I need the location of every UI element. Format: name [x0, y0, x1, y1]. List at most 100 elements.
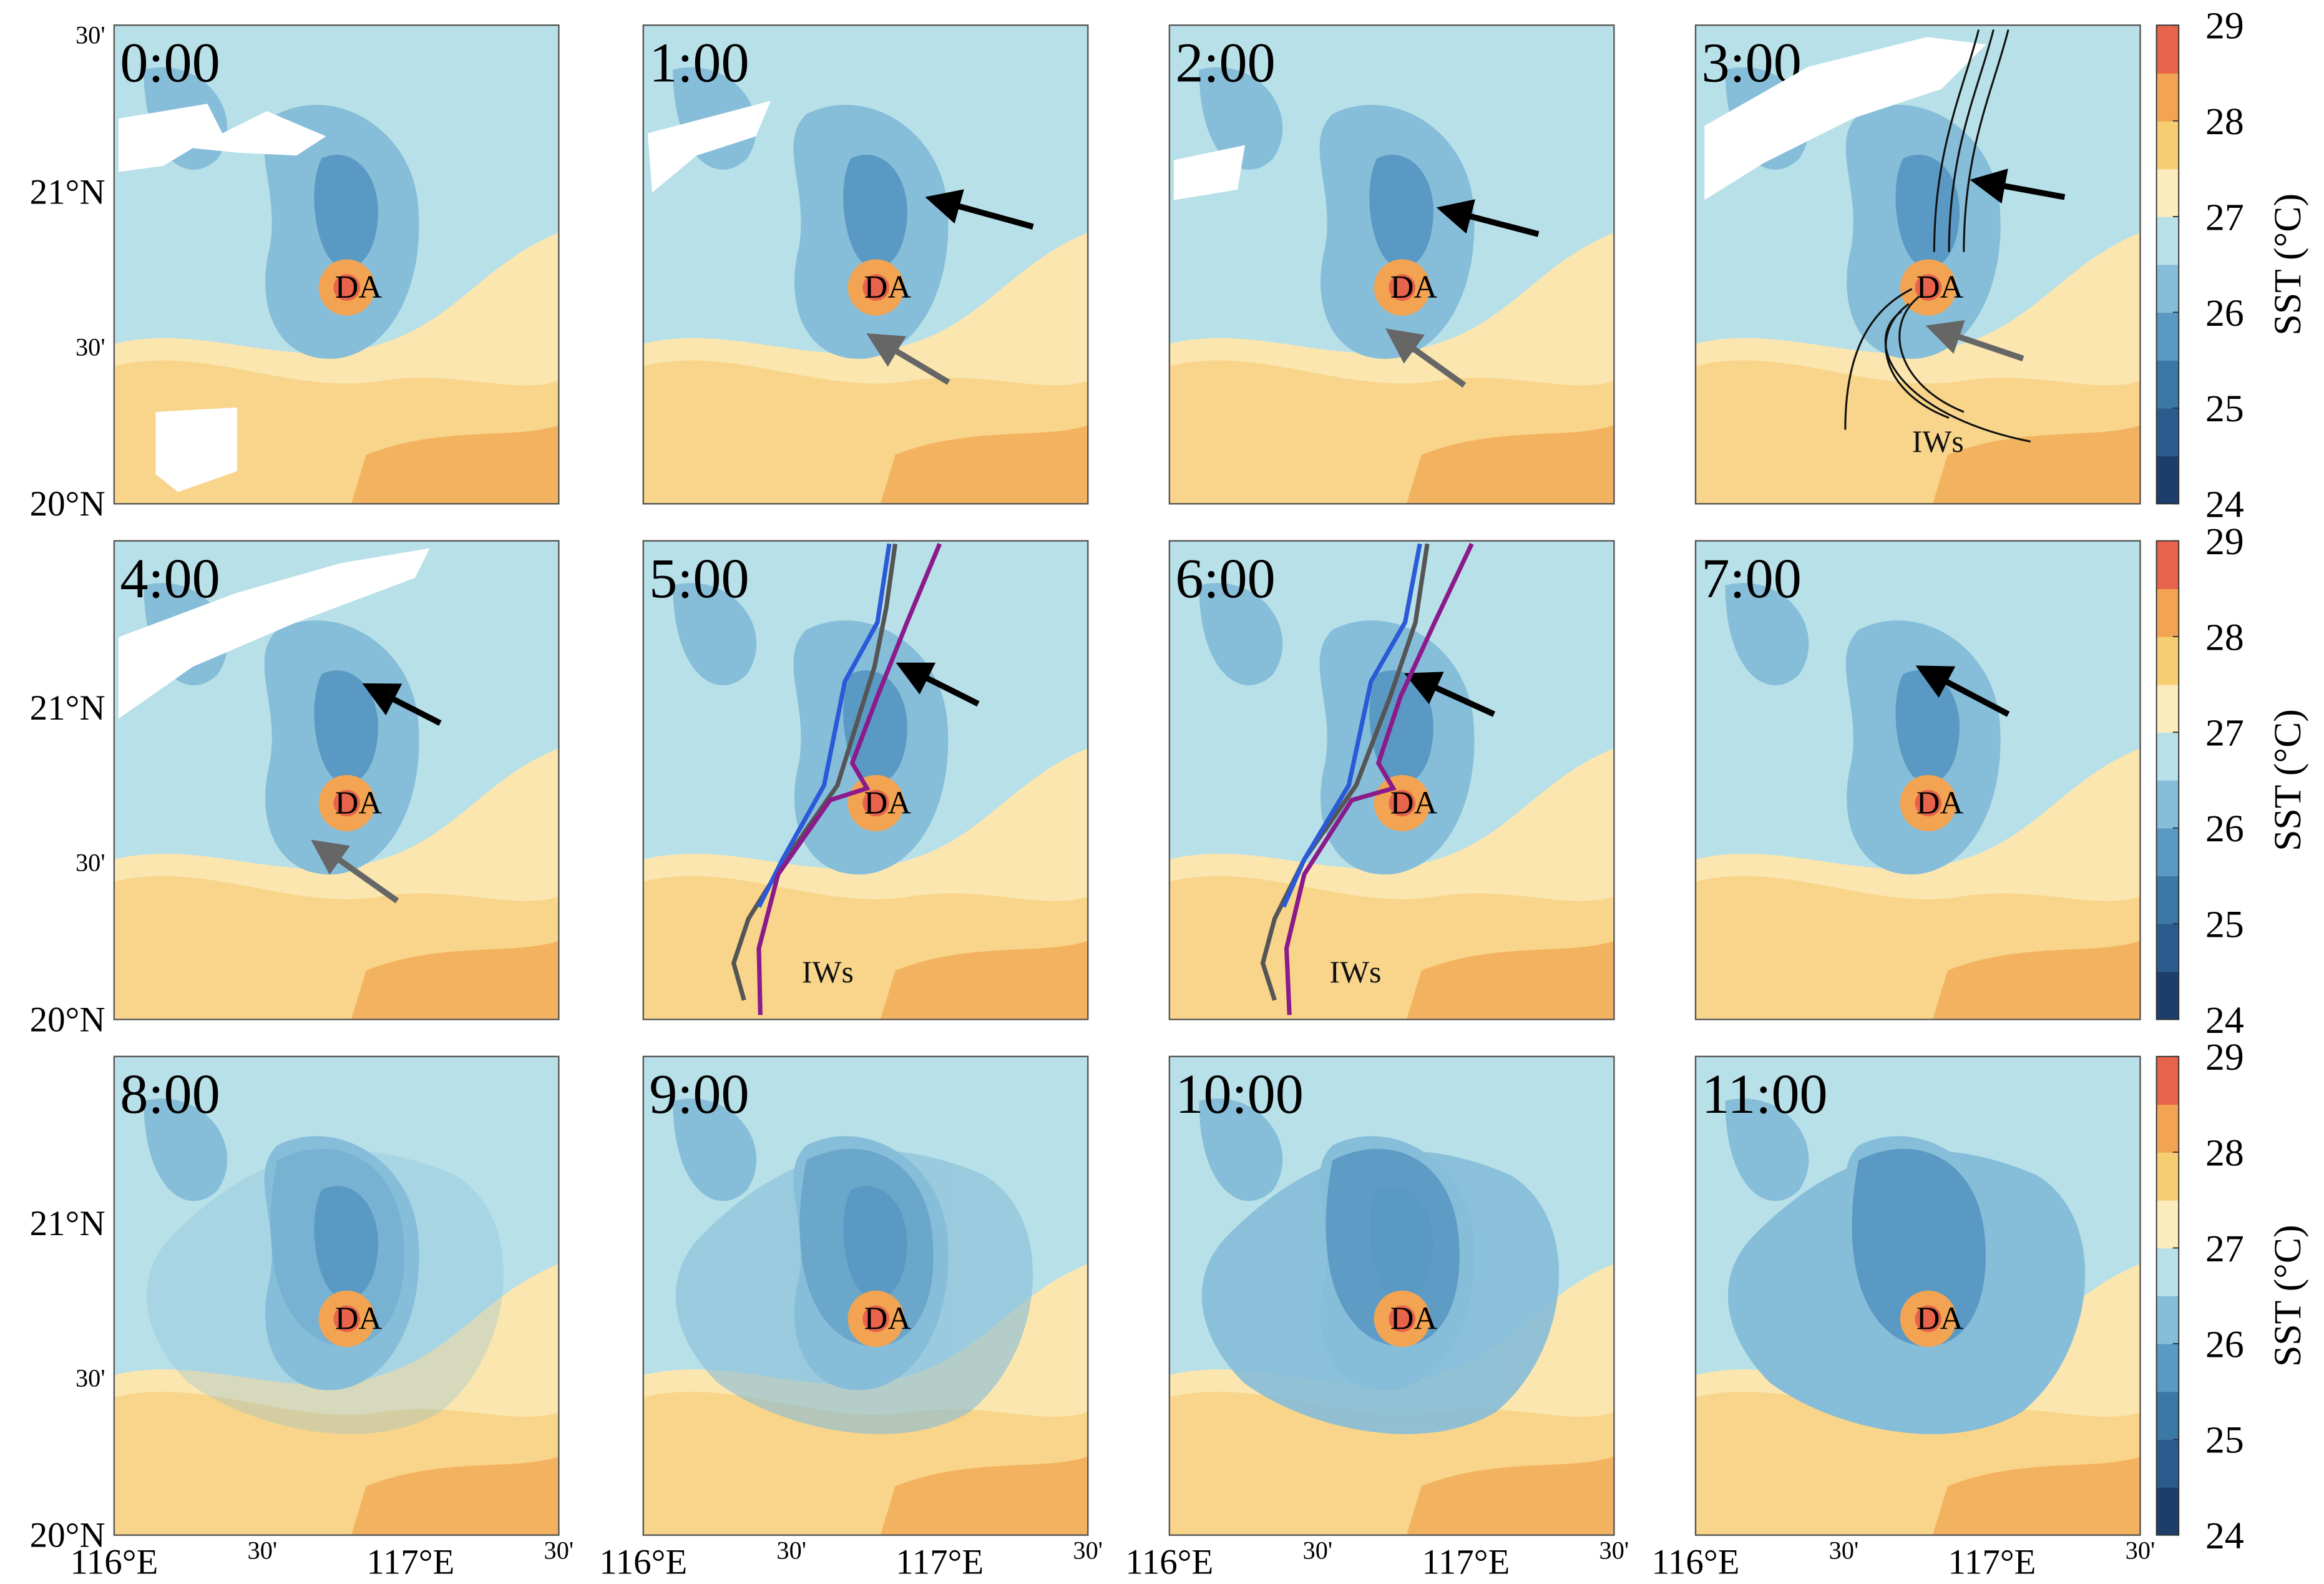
colorbar-band [2156, 540, 2179, 589]
arrow [1970, 169, 2066, 204]
panel-annotation: DA [864, 1301, 912, 1337]
colorbar-band [2156, 408, 2179, 457]
lon-label: 30' [1303, 1537, 1333, 1565]
panel-frame [1168, 1055, 1615, 1536]
colorbar: 24 25 26 27 28 29 SST (°C) [2156, 521, 2309, 1042]
cloud-gap [1174, 145, 1245, 200]
panel-frame [1694, 540, 2141, 1020]
colorbar-band [2156, 312, 2179, 361]
panel-annotation: DA [1916, 1301, 1964, 1337]
colorbar-band [2156, 120, 2179, 170]
map-panel: 9:00 DA [642, 1055, 1089, 1536]
colorbar-band [2156, 1296, 2179, 1344]
map-panel: 5:00 DA IWs [642, 540, 1089, 1020]
wave-front [1260, 543, 1430, 1001]
panel-frame [642, 540, 1089, 1020]
colorbar-band [2156, 456, 2179, 504]
colorbar-tick-label: 25 [2205, 903, 2244, 946]
panel-annotation: DA [335, 269, 383, 305]
colorbar-band [2156, 360, 2179, 409]
panel-annotation: DA [1916, 785, 1964, 821]
colorbar-band [2156, 589, 2179, 637]
lon-label: 116°E [1125, 1542, 1213, 1582]
colorbar-tick-label: 28 [2205, 1132, 2244, 1175]
colorbar-label: SST (°C) [2267, 709, 2309, 851]
panel-time: 6:00 [1175, 547, 1275, 610]
panel-frame [113, 24, 560, 505]
da-warm-core [1915, 790, 1942, 817]
colorbar-frame [2156, 1055, 2180, 1536]
arrow [311, 839, 399, 904]
colorbar-band [2156, 1056, 2179, 1105]
panel-annotation: IWs [1329, 955, 1381, 989]
da-warm-core [1915, 274, 1942, 301]
panel-frame [1168, 540, 1615, 1020]
arrow [1436, 199, 1540, 237]
colorbar-band [2156, 1248, 2179, 1296]
lon-label: 30' [544, 1537, 574, 1565]
panel-annotation: DA [1916, 269, 1964, 305]
arrow [362, 683, 442, 726]
colorbar-band [2156, 1104, 2179, 1153]
lon-label: 117°E [1422, 1542, 1510, 1582]
cloud-gap [119, 104, 326, 172]
colorbar-band [2156, 25, 2179, 74]
wave-front [1884, 310, 2031, 443]
map-panel: 11:00 DA [1694, 1055, 2141, 1536]
panel-frame [113, 1055, 560, 1536]
colorbar-band [2156, 828, 2179, 877]
panel-frame [1694, 1055, 2141, 1536]
colorbar-tick-label: 29 [2205, 521, 2244, 563]
map-panel: 7:00 DA [1694, 540, 2141, 1020]
cloud-gap [1704, 37, 1986, 200]
da-warm-core [1389, 790, 1416, 817]
panel-annotation: DA [864, 269, 912, 305]
annotations [119, 29, 2066, 1015]
panel-time: 0:00 [120, 32, 220, 94]
colorbar-band [2156, 73, 2179, 122]
panel-frame [642, 24, 1089, 505]
map-panel: 8:00 DA [113, 1055, 560, 1536]
colorbar-label: SST (°C) [2267, 193, 2309, 336]
colorbar-band [2156, 217, 2179, 265]
lon-label: 117°E [1948, 1542, 2036, 1582]
panel-time: 5:00 [649, 547, 749, 610]
cloud-gap [647, 100, 771, 193]
wave-front [1933, 29, 1980, 252]
colorbar-tick-label: 24 [2205, 999, 2244, 1042]
map-panel: 2:00 DA [1168, 24, 1615, 505]
panel-annotation: DA [864, 785, 912, 821]
panel-time: 1:00 [649, 32, 749, 94]
arrow [1915, 665, 2010, 717]
colorbar-band [2156, 169, 2179, 217]
panel-annotation: DA [335, 1301, 383, 1337]
wave-front [1898, 295, 1965, 413]
panel-frame [113, 540, 560, 1020]
map-panel: 1:00 DA [642, 24, 1089, 505]
lon-label: 30' [776, 1537, 806, 1565]
da-warm-core [1389, 1305, 1416, 1332]
lon-label: 116°E [1652, 1542, 1740, 1582]
panel-frame [642, 1055, 1089, 1536]
da-warm-core [862, 790, 889, 817]
colorbar-label: SST (°C) [2267, 1225, 2309, 1367]
colorbar-tick-label: 27 [2205, 1228, 2244, 1270]
lat-label: 20°N [30, 1000, 105, 1039]
lon-label: 117°E [366, 1542, 454, 1582]
panels: 0:00DA1:00DA2:00DA3:00DAIWs4:00DA5:00DAI… [113, 24, 2141, 1536]
colorbar-tick-label: 26 [2205, 1323, 2244, 1366]
panel-time: 9:00 [649, 1063, 749, 1125]
colorbar-band [2156, 1391, 2179, 1440]
colorbar-band [2156, 1200, 2179, 1249]
da-warm-core [862, 274, 889, 301]
colorbar-band [2156, 1487, 2179, 1536]
panel-time: 2:00 [1175, 32, 1275, 94]
panel-annotation: DA [1390, 785, 1438, 821]
panel-time: 8:00 [120, 1063, 220, 1125]
lon-label: 116°E [70, 1542, 158, 1582]
cloud-gap [155, 407, 237, 492]
lat-label: 20°N [30, 1516, 105, 1555]
map-panel: 10:00 DA [1168, 1055, 1615, 1536]
colorbar-band [2156, 684, 2179, 733]
